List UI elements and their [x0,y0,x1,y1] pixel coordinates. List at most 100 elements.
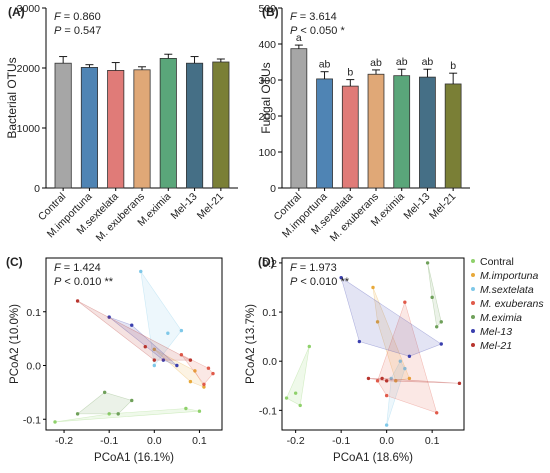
bar [186,62,204,189]
data-point [179,353,184,357]
x-axis-label: PCoA1 (16.1%) [94,452,174,464]
data-point [394,379,398,383]
data-point [384,423,389,427]
data-point [152,358,157,362]
data-point [116,412,120,416]
group-hull [340,276,442,357]
data-point [202,382,206,387]
stat-p: P = 0.547 [54,25,101,37]
bar [290,48,308,189]
y-tick-label: 300 [258,75,276,87]
y-tick-label: 400 [258,39,276,51]
y-tick-label: 0.0 [262,356,277,368]
data-point [375,320,380,324]
significance-letter: ab [422,56,434,68]
x-axis-label: PCoA1 (18.6%) [333,452,413,464]
data-point [139,269,143,274]
y-tick-label: 0 [270,183,276,195]
x-tick-label: 0.0 [147,435,162,447]
bar [367,73,385,189]
y-tick-label: 0.0 [26,361,41,373]
y-axis-label: PCoA2 (13.7%) [245,304,257,384]
legend-marker [471,273,475,277]
bar [80,67,98,189]
data-point [384,393,389,398]
legend-marker [471,329,475,333]
stat-p: P < 0.010 ** [54,276,114,288]
data-point [75,299,80,303]
data-point [307,344,311,349]
significance-letter: a [296,32,302,44]
x-tick-label: Mel-13 [169,191,200,222]
bar [159,58,177,189]
data-point [179,328,184,333]
y-tick-label: 0 [34,183,40,195]
bar [316,78,333,189]
data-point [407,354,412,358]
legend-item: Mel-13 [480,326,512,338]
y-axis-label: Fungal OTUs [259,62,273,133]
data-point [166,331,170,335]
data-point [161,358,166,362]
legend-item: M. exuberans [480,298,544,310]
legend-marker [471,287,475,291]
y-tick-label: 100 [258,147,276,159]
data-point [371,285,375,290]
data-point [384,379,389,383]
legend-marker [471,315,475,319]
data-point [184,406,188,411]
significance-letter: ab [370,57,382,69]
stat-f: F = 1.424 [54,262,101,274]
bar [133,69,151,189]
x-tick-label: -0.1 [100,435,118,447]
panel-d: (D) -0.2 -0.1 0.0 0.1 -0.1 0.0 0.1 0.2 PCoA1 (18.… [245,255,465,464]
group-hull [140,271,182,367]
data-point [389,376,393,381]
bar [341,85,359,189]
legend-item: M.importuna [480,270,539,282]
bar [419,76,436,189]
data-point [298,403,302,408]
significance-letter: ab [319,59,331,71]
data-point [435,325,439,329]
data-point [403,366,407,371]
x-tick-label: 0.1 [192,435,207,447]
legend-item: M.eximia [480,312,522,324]
data-point [202,385,206,389]
data-point [435,411,439,415]
panel-b: (B) 0 100 200 300 400 500 Fungal OTUs F = 3.614 P… [258,3,470,244]
data-point [188,358,193,362]
data-point [188,379,193,384]
data-point [107,412,111,416]
group-hull [77,300,191,361]
bar [393,75,411,189]
data-point [439,320,443,324]
panel-a: (A) 0 1000 2000 3000 Bacterial OTUs F = 0.860 P… [5,3,238,244]
data-point [75,412,80,416]
group-hull [76,392,133,415]
panel-label: (A) [8,5,25,19]
plot-frame [45,257,223,431]
data-point [430,295,434,300]
x-tick-label: Mel-21 [195,191,226,222]
x-tick-label: -0.2 [55,435,73,447]
x-tick-label: -0.1 [332,435,350,447]
y-axis-label: PCoA2 (10.0%) [9,304,21,384]
data-point [425,261,430,265]
data-point [457,381,462,386]
stat-f: F = 0.860 [54,11,101,23]
data-point [284,396,289,400]
legend-marker [471,343,475,347]
stat-p: P < 0.010 ** [290,276,350,288]
data-point [357,339,362,344]
data-point [152,363,157,368]
legend: Contral M.importuna M.sextelata M. exuberan… [471,256,544,352]
legend-marker [471,259,475,263]
plot-frame [281,257,465,431]
group-hull [286,346,310,406]
legend-item: Mel-21 [480,340,512,352]
stat-f: F = 1.973 [290,262,337,274]
data-point [293,391,298,395]
data-point [206,366,211,370]
